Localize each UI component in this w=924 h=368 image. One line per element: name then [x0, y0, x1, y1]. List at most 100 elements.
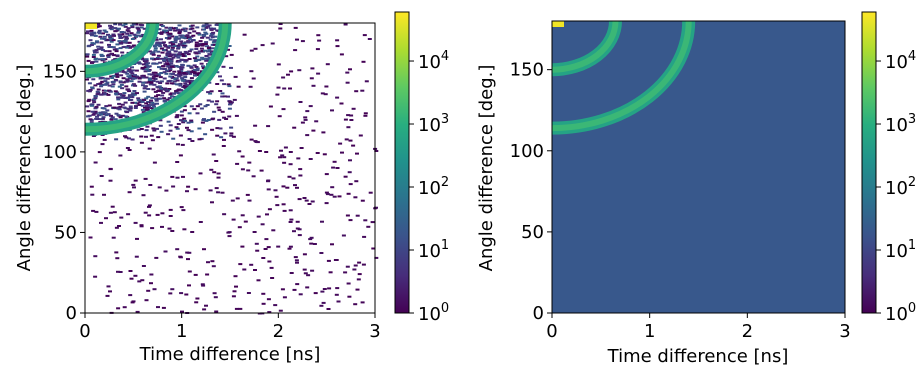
scatter-bin	[197, 33, 202, 36]
scatter-bin	[228, 100, 233, 103]
scatter-bin	[106, 285, 111, 288]
scatter-bin	[145, 108, 149, 111]
scatter-bin	[366, 225, 371, 228]
scatter-bin	[143, 85, 148, 88]
scatter-bin	[253, 269, 257, 271]
scatter-bin	[210, 33, 215, 36]
scatter-bin	[137, 103, 142, 106]
scatter-bin	[170, 288, 175, 291]
scatter-bin	[346, 126, 351, 129]
scatter-bin	[115, 43, 120, 46]
scatter-bin	[87, 98, 92, 101]
scatter-bin	[222, 213, 227, 216]
scatter-bin	[96, 23, 101, 26]
scatter-bin	[99, 111, 104, 114]
scatter-bin	[121, 94, 126, 97]
scatter-bin	[179, 68, 184, 70]
scatter-bin	[195, 69, 200, 72]
scatter-bin	[232, 98, 237, 101]
scatter-bin	[144, 299, 149, 302]
scatter-bin	[363, 114, 368, 117]
scatter-bin	[98, 58, 102, 61]
scatter-bin	[221, 145, 226, 147]
scatter-bin	[133, 84, 138, 87]
scatter-bin	[129, 277, 134, 280]
scatter-bin	[355, 214, 360, 217]
scatter-bin	[92, 31, 96, 34]
scatter-bin	[113, 27, 118, 30]
scatter-bin	[151, 80, 156, 82]
scatter-bin	[374, 206, 378, 209]
y-tick-label: 150	[510, 60, 544, 81]
scatter-bin	[85, 55, 90, 58]
scatter-bin	[148, 50, 153, 53]
scatter-bin	[282, 296, 287, 299]
scatter-bin	[168, 27, 172, 30]
scatter-bin	[158, 61, 163, 64]
scatter-bin	[99, 93, 104, 96]
scatter-bin	[94, 51, 99, 54]
scatter-bin	[141, 33, 146, 36]
scatter-bin	[270, 277, 275, 279]
scatter-bin	[107, 84, 112, 87]
scatter-bin	[243, 220, 248, 223]
scatter-bin	[214, 23, 219, 26]
scatter-bin	[183, 30, 188, 33]
scatter-bin	[288, 221, 293, 223]
scatter-bin	[114, 29, 119, 32]
heatmap-right	[551, 20, 845, 313]
scatter-bin	[114, 251, 119, 254]
x-axis-label-right: Time difference [ns]	[607, 346, 789, 367]
scatter-bin	[266, 179, 271, 182]
scatter-bin	[195, 112, 200, 115]
scatter-bin	[172, 92, 176, 95]
scatter-bin	[102, 193, 106, 196]
scatter-bin	[319, 252, 324, 254]
scatter-bin	[129, 94, 134, 97]
scatter-bin	[189, 48, 194, 51]
scatter-bin	[94, 49, 99, 52]
scatter-bin	[111, 39, 116, 42]
scatter-bin	[220, 110, 225, 113]
scatter-bin	[346, 282, 351, 285]
scatter-bin	[316, 72, 321, 75]
scatter-bin	[194, 45, 199, 48]
scatter-bin	[328, 271, 333, 274]
scatter-bin	[176, 143, 180, 146]
scatter-bin	[175, 115, 180, 118]
scatter-bin	[172, 45, 177, 47]
scatter-bin	[292, 126, 297, 129]
scatter-bin	[108, 24, 112, 27]
scatter-bin	[224, 55, 229, 58]
scatter-bin	[117, 225, 121, 227]
scatter-bin	[348, 139, 353, 142]
scatter-bin	[215, 83, 220, 85]
scatter-bin	[254, 242, 259, 245]
scatter-bin	[90, 34, 94, 37]
scatter-bin	[198, 172, 203, 175]
scatter-bin	[331, 166, 336, 169]
scatter-bin	[356, 278, 361, 281]
scatter-bin	[114, 92, 118, 95]
scatter-bin	[361, 60, 366, 63]
scatter-bin	[240, 245, 245, 248]
scatter-bin	[311, 84, 316, 87]
scatter-bin	[89, 44, 94, 46]
y-tick-label: 100	[510, 141, 544, 162]
scatter-bin	[210, 100, 215, 103]
scatter-bin	[131, 44, 136, 47]
scatter-bin	[149, 99, 154, 102]
scatter-bin	[288, 209, 293, 212]
scatter-bin	[222, 116, 227, 119]
scatter-bin	[193, 74, 197, 77]
scatter-bin	[210, 260, 215, 263]
scatter-bin	[136, 61, 141, 64]
scatter-bin	[176, 37, 181, 40]
scatter-bin	[204, 55, 209, 57]
scatter-bin	[190, 24, 195, 27]
scatter-bin	[146, 95, 151, 98]
scatter-bin	[361, 263, 366, 266]
scatter-bin	[195, 297, 200, 300]
scatter-bin	[141, 84, 145, 87]
scatter-bin	[89, 121, 94, 124]
